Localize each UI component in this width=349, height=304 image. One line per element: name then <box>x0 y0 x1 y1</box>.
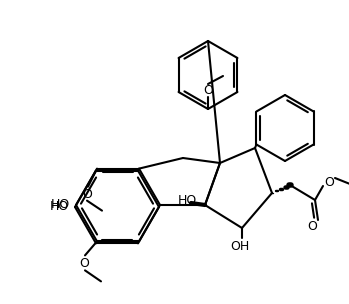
Text: O: O <box>79 257 89 270</box>
Text: HO: HO <box>51 199 70 212</box>
Text: O: O <box>307 219 317 233</box>
Text: OH: OH <box>230 240 250 253</box>
Text: O: O <box>82 188 92 201</box>
Text: HO: HO <box>50 201 69 213</box>
Text: O: O <box>203 84 213 96</box>
Text: O: O <box>324 175 334 188</box>
Text: HO: HO <box>178 194 197 206</box>
